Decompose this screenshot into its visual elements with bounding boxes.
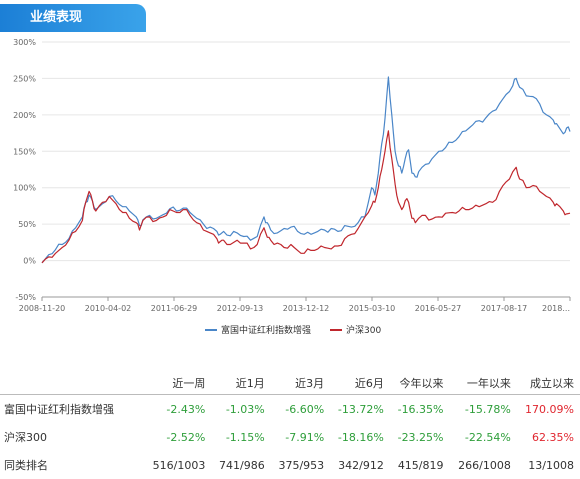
cell: 375/953 (278, 458, 325, 472)
cell: 741/986 (219, 458, 265, 472)
chart-grid (42, 41, 570, 298)
table-row: 沪深300 -2.52% -1.15% -7.91% -18.16% -23.2… (0, 423, 580, 451)
performance-chart: 300% 250% 200% 150% 100% 50% 0% -50% 2008-11-20… (13, 38, 571, 336)
x-tick-label: 2013-12-12 (283, 304, 330, 313)
section-title: 业绩表现 (0, 4, 146, 32)
y-axis-ticks: 300% 250% 200% 150% 100% 50% 0% -50% (13, 38, 36, 302)
x-tick-label: 2018... (542, 304, 570, 313)
table-header-6m: 近6月 (330, 372, 390, 395)
x-axis-ticks: 2008-11-20 2010-04-02 2011-06-29 2012-09-13… (19, 297, 571, 313)
y-tick-label: 300% (13, 38, 36, 47)
cell: 415/819 (397, 458, 444, 472)
table-header-1y: 一年以来 (449, 372, 517, 395)
table-header-1w: 近一周 (144, 372, 212, 395)
legend-label: 富国中证红利指数增强 (221, 324, 311, 336)
y-tick-label: 0% (23, 257, 36, 266)
row-name: 同类排名 (4, 459, 48, 472)
row-name: 沪深300 (4, 431, 47, 444)
table-header-1m: 近1月 (211, 372, 271, 395)
row-name: 富国中证红利指数增强 (4, 403, 114, 416)
x-tick-label: 2015-03-10 (349, 304, 396, 313)
x-tick-label: 2016-05-27 (415, 304, 462, 313)
cell: -1.15% (225, 430, 265, 444)
cell: -2.52% (166, 430, 206, 444)
table-header-row: 近一周 近1月 近3月 近6月 今年以来 一年以来 成立以来 (0, 372, 580, 395)
cell: 62.35% (532, 430, 574, 444)
x-tick-label: 2008-11-20 (19, 304, 66, 313)
performance-table: 近一周 近1月 近3月 近6月 今年以来 一年以来 成立以来 富国中证红利指数增… (0, 372, 580, 479)
series-line-1 (41, 130, 571, 264)
y-tick-label: 150% (13, 147, 36, 156)
x-tick-label: 2011-06-29 (151, 304, 198, 313)
chart-legend: 富国中证红利指数增强 沪深300 (205, 324, 381, 336)
cell: 342/912 (338, 458, 384, 472)
cell: 266/1008 (458, 458, 511, 472)
cell: -2.43% (166, 402, 206, 416)
cell: -23.25% (397, 430, 444, 444)
y-tick-label: -50% (15, 293, 36, 302)
table-row: 富国中证红利指数增强 -2.43% -1.03% -6.60% -13.72% … (0, 395, 580, 424)
series-lines (41, 76, 571, 264)
series-line-0 (41, 76, 571, 264)
x-tick-label: 2010-04-02 (85, 304, 132, 313)
legend-label: 沪深300 (346, 324, 381, 336)
cell: -1.03% (225, 402, 265, 416)
cell: -15.78% (464, 402, 511, 416)
x-tick-label: 2017-08-17 (481, 304, 528, 313)
y-tick-label: 250% (13, 74, 36, 83)
table-header-3m: 近3月 (270, 372, 331, 395)
cell: -16.35% (397, 402, 444, 416)
cell: 13/1008 (528, 458, 574, 472)
y-tick-label: 200% (13, 111, 36, 120)
table-header-since-inception: 成立以来 (516, 372, 580, 395)
table-header-blank (0, 372, 144, 395)
table-header-ytd: 今年以来 (389, 372, 450, 395)
cell: 170.09% (525, 402, 574, 416)
table-row: 同类排名 516/1003 741/986 375/953 342/912 41… (0, 451, 580, 479)
cell: -13.72% (337, 402, 384, 416)
cell: 516/1003 (152, 458, 206, 472)
cell: -18.16% (337, 430, 384, 444)
cell: -7.91% (285, 430, 325, 444)
x-tick-label: 2012-09-13 (217, 304, 264, 313)
cell: -22.54% (464, 430, 511, 444)
y-tick-label: 50% (18, 220, 36, 229)
cell: -6.60% (285, 402, 325, 416)
y-tick-label: 100% (13, 184, 36, 193)
